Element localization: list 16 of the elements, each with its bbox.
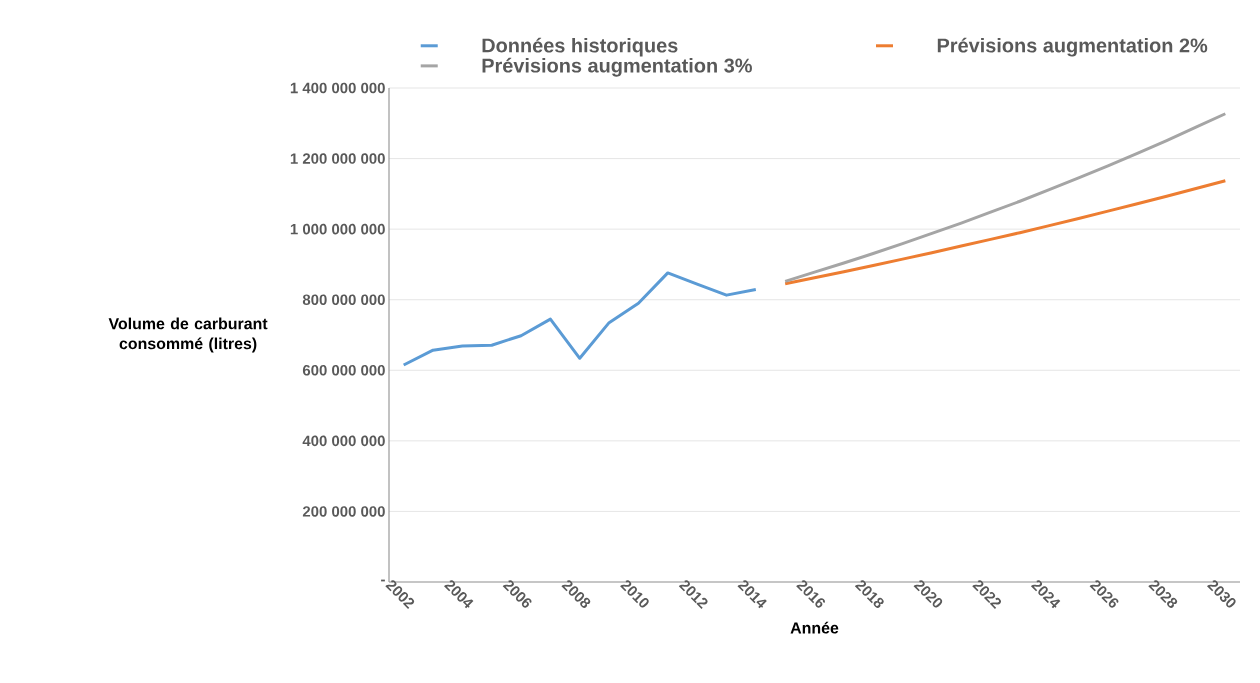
line-series [402,271,758,367]
line-series [783,112,1227,283]
legend-label: Données historiques [482,37,678,57]
legend-label: Prévisions augmentation 2% [937,37,1208,57]
y-tick-label: - [381,579,385,582]
y-tick-label: 600 000 000 [302,364,385,376]
y-tick-label: 400 000 000 [302,435,385,447]
legend-label: Prévisions augmentation 3% [482,57,752,77]
y-tick-label: 200 000 000 [302,506,385,517]
y-tick-label: 800 000 000 [302,294,385,305]
x-axis-title: Année [790,621,839,634]
y-tick-label: 1 200 000 000 [290,153,385,164]
y-tick-label: 1 400 000 000 [290,82,385,94]
y-tick-label: 1 000 000 000 [290,223,385,235]
y-axis-title: Volume de carburant consommé (litres) [108,317,268,353]
line-series [783,179,1227,286]
